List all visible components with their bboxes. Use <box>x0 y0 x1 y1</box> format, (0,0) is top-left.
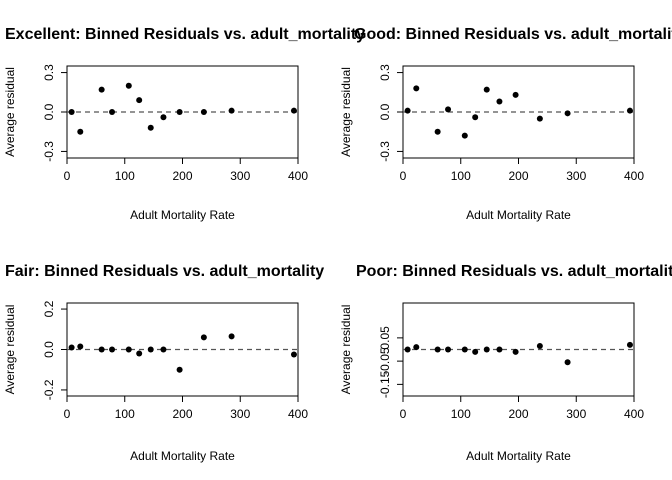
residual-point <box>472 349 478 355</box>
x-tick-label: 200 <box>508 169 528 183</box>
residual-point <box>462 133 468 139</box>
y-tick-label: 0.0 <box>378 103 392 120</box>
residual-point <box>177 109 183 115</box>
panel-title: Excellent: Binned Residuals vs. adult_mo… <box>5 26 365 43</box>
residual-point <box>413 344 419 350</box>
y-tick-label: 0.0 <box>42 341 56 358</box>
x-tick-label: 0 <box>64 169 71 183</box>
y-axis-label: Average residual <box>3 305 17 395</box>
residual-point <box>99 87 105 93</box>
x-tick-label: 300 <box>566 169 586 183</box>
residual-point <box>160 347 166 353</box>
panel-title: Fair: Binned Residuals vs. adult_mortali… <box>5 263 324 280</box>
residual-point <box>160 114 166 120</box>
residual-point <box>565 110 571 116</box>
x-tick-label: 100 <box>115 169 135 183</box>
residual-point <box>291 352 297 358</box>
residual-point <box>496 98 502 104</box>
residual-point <box>627 108 633 114</box>
x-tick-label: 100 <box>115 407 135 421</box>
x-tick-label: 400 <box>624 407 644 421</box>
x-tick-label: 200 <box>172 169 192 183</box>
residual-point <box>126 83 132 89</box>
residual-point <box>77 343 83 349</box>
residual-point <box>445 347 451 353</box>
y-tick-label: -0.05 <box>378 347 392 375</box>
x-tick-label: 100 <box>451 407 471 421</box>
residual-plot-panel: Excellent: Binned Residuals vs. adult_mo… <box>3 26 365 222</box>
x-tick-label: 300 <box>230 407 250 421</box>
x-axis-label: Adult Mortality Rate <box>466 208 571 222</box>
residual-point <box>462 347 468 353</box>
x-axis-label: Adult Mortality Rate <box>130 208 235 222</box>
y-tick-label: 0.3 <box>42 64 56 81</box>
residual-point <box>148 347 154 353</box>
residual-point <box>627 342 633 348</box>
x-tick-label: 200 <box>508 407 528 421</box>
y-axis-label: Average residual <box>339 305 353 395</box>
residual-plot-panel: Good: Binned Residuals vs. adult_mortali… <box>339 26 672 222</box>
residual-plot-panel: Fair: Binned Residuals vs. adult_mortali… <box>3 263 324 463</box>
residual-point <box>109 109 115 115</box>
y-axis-label: Average residual <box>339 67 353 157</box>
plot-frame <box>403 66 634 158</box>
residual-point <box>496 347 502 353</box>
y-tick-label: -0.3 <box>42 141 56 162</box>
residual-point <box>201 334 207 340</box>
panel-title: Good: Binned Residuals vs. adult_mortali… <box>354 26 672 43</box>
residual-plot-panel: Poor: Binned Residuals vs. adult_mortali… <box>339 263 672 463</box>
x-axis-label: Adult Mortality Rate <box>466 449 571 463</box>
residual-point <box>537 343 543 349</box>
residual-point <box>229 333 235 339</box>
x-tick-label: 300 <box>230 169 250 183</box>
x-tick-label: 0 <box>400 407 407 421</box>
x-tick-label: 200 <box>172 407 192 421</box>
residual-point <box>69 109 75 115</box>
residual-point <box>69 344 75 350</box>
y-tick-label: 0.2 <box>42 300 56 317</box>
residual-point <box>537 116 543 122</box>
y-tick-label: 0.0 <box>42 103 56 120</box>
residual-point <box>435 347 441 353</box>
x-tick-label: 400 <box>624 169 644 183</box>
x-tick-label: 400 <box>288 169 308 183</box>
x-tick-label: 0 <box>64 407 71 421</box>
residual-point <box>513 349 519 355</box>
y-axis-label: Average residual <box>3 67 17 157</box>
residual-point <box>484 87 490 93</box>
residual-point <box>484 347 490 353</box>
x-axis-label: Adult Mortality Rate <box>130 449 235 463</box>
residual-point <box>109 347 115 353</box>
x-tick-label: 100 <box>451 169 471 183</box>
residual-point <box>445 106 451 112</box>
residual-point <box>405 347 411 353</box>
residual-point <box>472 114 478 120</box>
residual-point <box>229 108 235 114</box>
y-tick-label: 0.3 <box>378 64 392 81</box>
residual-point <box>136 97 142 103</box>
y-tick-label: -0.3 <box>378 141 392 162</box>
residual-point <box>413 85 419 91</box>
residual-point <box>126 347 132 353</box>
residual-point <box>405 108 411 114</box>
x-tick-label: 400 <box>288 407 308 421</box>
x-tick-label: 0 <box>400 169 407 183</box>
panel-title: Poor: Binned Residuals vs. adult_mortali… <box>356 263 672 280</box>
y-tick-label: -0.2 <box>42 379 56 400</box>
residual-point <box>435 129 441 135</box>
residual-point <box>201 109 207 115</box>
residual-point <box>77 129 83 135</box>
residual-point <box>136 351 142 357</box>
residual-point <box>148 125 154 131</box>
residual-point <box>177 367 183 373</box>
y-tick-label: 0.05 <box>378 326 392 350</box>
residual-point <box>291 108 297 114</box>
x-tick-label: 300 <box>566 407 586 421</box>
residual-point <box>513 92 519 98</box>
residual-point <box>99 347 105 353</box>
residual-point <box>565 359 571 365</box>
